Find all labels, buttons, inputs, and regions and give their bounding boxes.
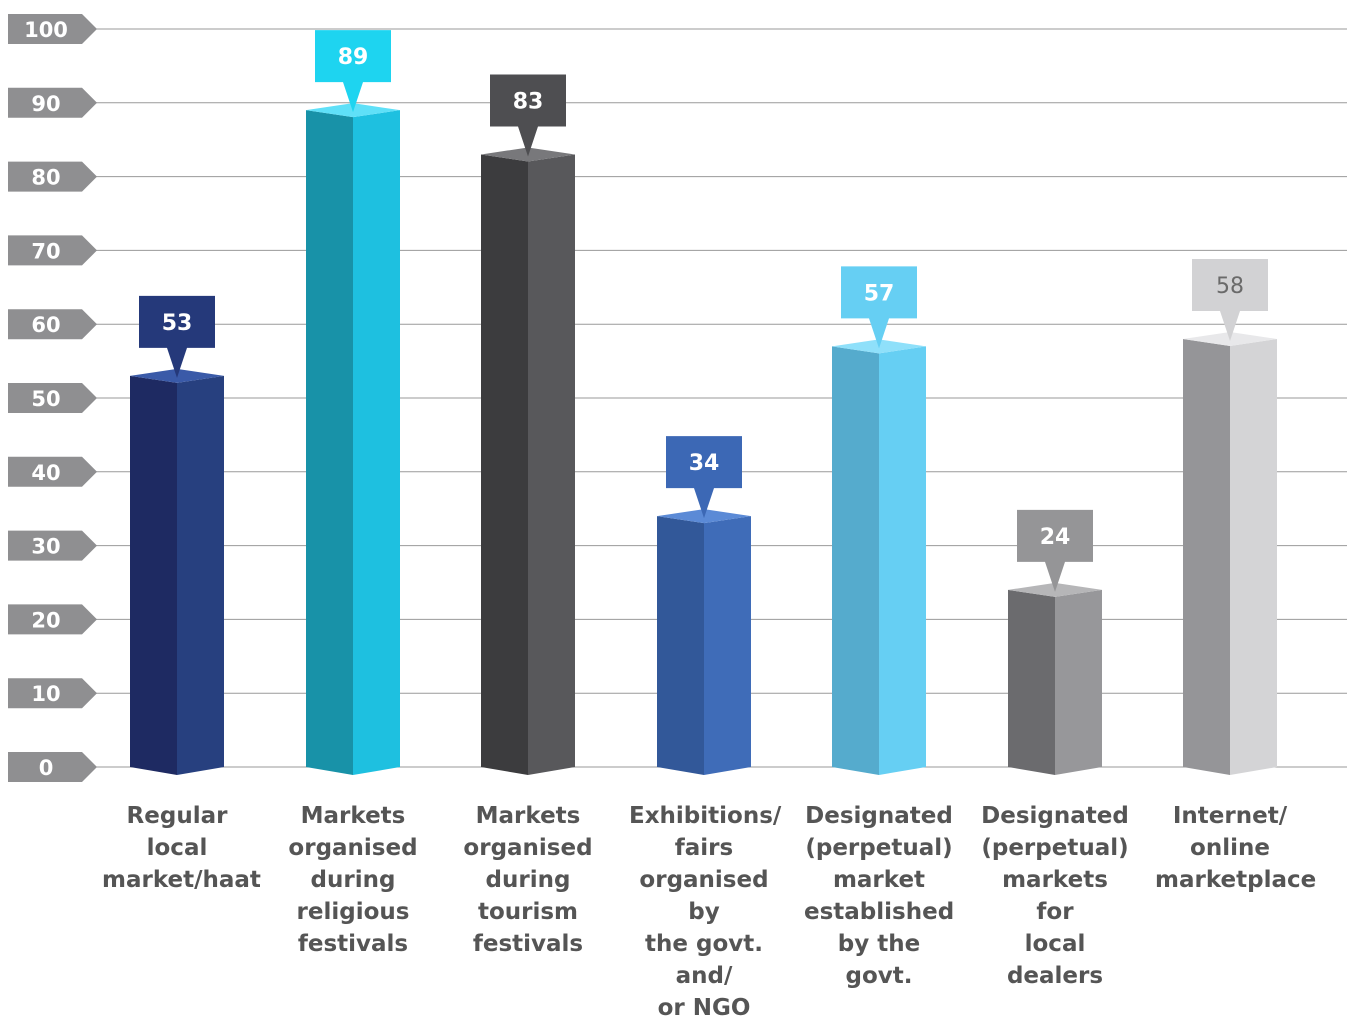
y-tick-tag [8, 383, 97, 413]
data-label: 83 [490, 74, 566, 157]
y-tick-tag [8, 456, 97, 487]
bar-right-face [704, 516, 751, 775]
y-tick-label: 40 [31, 461, 60, 485]
y-tick-tag [8, 752, 97, 782]
y-tick-label: 90 [31, 92, 60, 116]
data-label: 34 [666, 436, 742, 519]
data-label: 24 [1017, 509, 1093, 592]
y-axis-ticks: 0 10 20 30 40 50 60 70 80 90 100 [8, 14, 97, 782]
bar [130, 368, 224, 775]
y-tick-label: 100 [24, 18, 68, 42]
data-label-callout [841, 266, 917, 349]
data-label: 58 [1192, 258, 1268, 341]
y-tick-label: 80 [31, 166, 60, 190]
data-label-callout [1192, 258, 1268, 341]
bar [306, 103, 400, 776]
y-tick-tag [8, 161, 97, 192]
bar [657, 509, 751, 775]
data-label-callout [490, 74, 566, 157]
y-tick-tag [8, 530, 97, 561]
y-tick-label: 50 [31, 387, 60, 411]
data-label: 57 [841, 266, 917, 349]
data-label-text: 58 [1216, 274, 1244, 299]
x-tick-label: Designated (perpetual) markets for local… [981, 803, 1129, 989]
bar [832, 339, 926, 775]
y-tick-label: 10 [31, 682, 60, 706]
bar [1183, 331, 1277, 775]
data-label-text: 89 [338, 45, 369, 70]
y-tick-tag [8, 604, 97, 635]
data-label-callout [139, 295, 215, 378]
data-label-callout [1017, 509, 1093, 592]
bar-right-face [879, 346, 926, 775]
bar-left-face [306, 110, 353, 776]
bar-left-face [657, 516, 704, 775]
bar-right-face [1230, 338, 1277, 775]
x-tick-label: Markets organised during religious festi… [288, 803, 418, 957]
data-label-text: 83 [513, 89, 544, 114]
x-tick-label: Exhibitions/ fairs organised by the govt… [629, 803, 782, 1021]
y-tick-tag [8, 235, 97, 266]
bar-left-face [481, 154, 528, 775]
y-tick-label: 70 [31, 239, 60, 263]
data-label: 89 [315, 30, 391, 113]
data-label-callout [666, 436, 742, 519]
bar-right-face [177, 375, 224, 775]
data-label-text: 53 [162, 311, 193, 336]
y-tick-label: 0 [39, 756, 54, 780]
data-label-text: 57 [864, 281, 895, 306]
bar-right-face [1055, 589, 1102, 775]
bar-left-face [1183, 338, 1230, 775]
x-tick-label: Designated (perpetual) market establishe… [804, 803, 955, 989]
y-tick-tag [8, 14, 97, 44]
bar-left-face [1008, 589, 1055, 775]
bar-right-face [528, 154, 575, 775]
data-label-text: 24 [1040, 525, 1071, 550]
bar [481, 147, 575, 775]
data-labels: 53 89 83 34 57 24 58 [139, 30, 1268, 592]
x-tick-label: Markets organised during tourism festiva… [463, 803, 593, 957]
bar-left-face [832, 346, 879, 775]
y-tick-label: 60 [31, 313, 60, 337]
y-tick-tag [8, 678, 97, 709]
y-tick-tag [8, 87, 97, 118]
y-tick-tag [8, 309, 97, 340]
bar-right-face [353, 110, 400, 776]
y-tick-label: 20 [31, 608, 60, 632]
data-label-text: 34 [689, 451, 720, 476]
x-tick-label: Internet/ online marketplace [1155, 803, 1317, 893]
bar-chart: 0 10 20 30 40 50 60 70 80 90 100 53 89 83 34 57 24 58 [8, 14, 1347, 782]
bar-left-face [130, 375, 177, 775]
data-label: 53 [139, 295, 215, 378]
x-tick-label: Regular local market/haat [102, 803, 261, 893]
bar [1008, 582, 1102, 775]
y-tick-label: 30 [31, 535, 60, 559]
data-label-callout [315, 30, 391, 113]
